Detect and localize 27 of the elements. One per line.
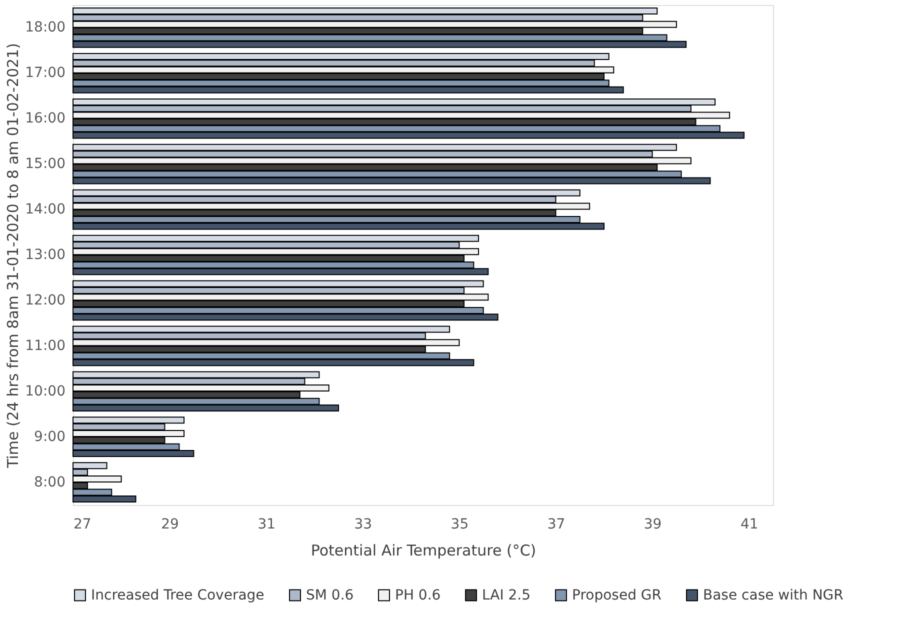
x-tick-label: 33 bbox=[354, 516, 372, 532]
legend-label: PH 0.6 bbox=[395, 587, 441, 604]
y-tick-label: 17:00 bbox=[25, 65, 66, 82]
legend-label: SM 0.6 bbox=[306, 587, 354, 604]
y-tick-label: 8:00 bbox=[34, 474, 66, 490]
y-tick-label: 18:00 bbox=[25, 20, 66, 36]
y-tick-label: 9:00 bbox=[34, 428, 66, 445]
x-tick-label: 35 bbox=[450, 516, 469, 532]
y-tick-label: 12:00 bbox=[25, 292, 66, 308]
x-tick-label: 39 bbox=[644, 516, 662, 532]
x-tick-label: 37 bbox=[547, 516, 566, 532]
y-tick-label: 16:00 bbox=[25, 110, 66, 127]
y-tick-label: 15:00 bbox=[25, 156, 66, 172]
y-tick-label: 14:00 bbox=[25, 202, 66, 218]
legend-label: Base case with NGR bbox=[703, 587, 844, 604]
x-tick-label: 29 bbox=[161, 516, 179, 532]
x-tick-label: 27 bbox=[74, 516, 92, 532]
x-axis-title: Potential Air Temperature (°C) bbox=[310, 542, 536, 560]
y-axis-title: Time (24 hrs from 8am 31-01-2020 to 8 am 01-02-2021) bbox=[4, 43, 22, 469]
legend-label: Proposed GR bbox=[572, 587, 662, 604]
legend-label: LAI 2.5 bbox=[482, 587, 531, 604]
y-tick-label: 13:00 bbox=[25, 247, 66, 263]
y-tick-label: 10:00 bbox=[25, 383, 66, 400]
legend-label: Increased Tree Coverage bbox=[91, 587, 264, 604]
x-tick-label: 41 bbox=[740, 516, 758, 532]
y-tick-label: 11:00 bbox=[25, 338, 66, 354]
x-tick-label: 31 bbox=[258, 516, 276, 532]
